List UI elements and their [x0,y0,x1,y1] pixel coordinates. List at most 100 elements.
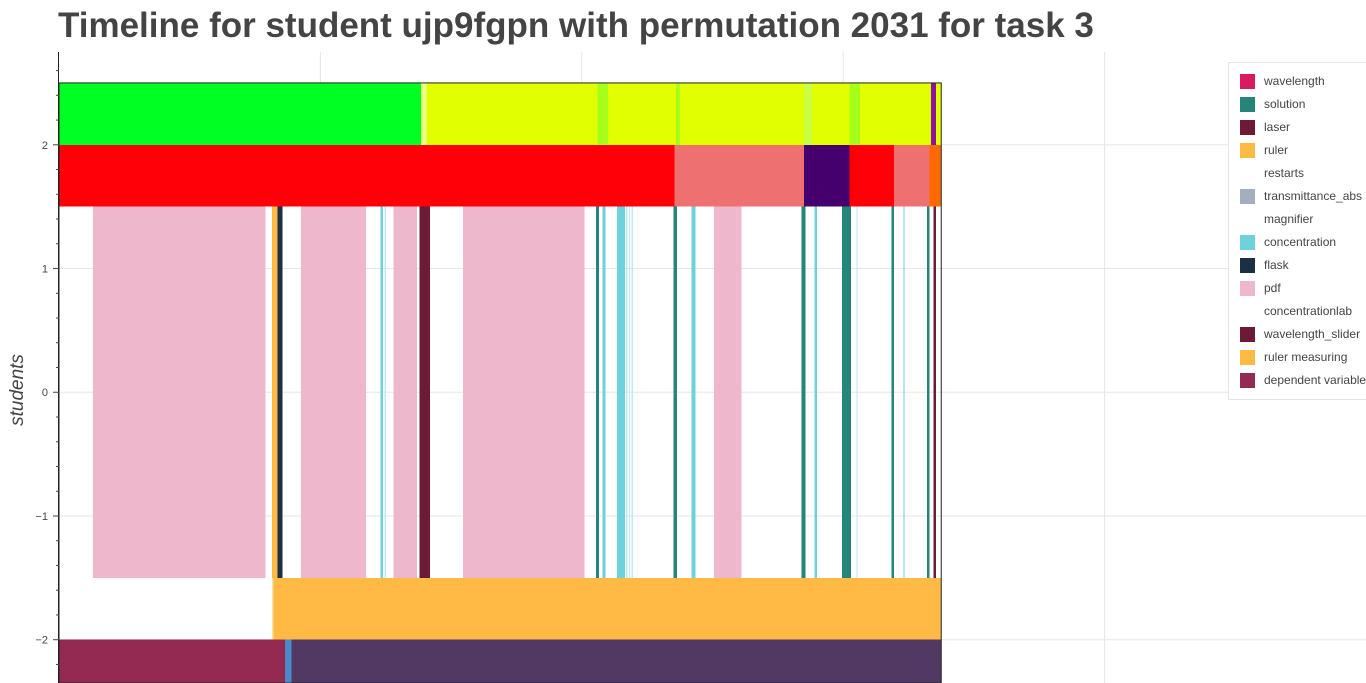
timeline-segment [607,82,676,145]
timeline-segment [903,206,905,578]
timeline-segment [617,206,625,578]
legend-label: concentrationlab [1264,304,1353,318]
legend-item[interactable]: concentrationlab [1240,303,1352,319]
timeline-segment [841,206,852,578]
timeline-segment [713,206,742,578]
legend-label: flask [1264,258,1289,272]
legend-label: wavelength_slider [1264,327,1361,341]
timeline-segment [894,144,930,207]
legend-swatch [1240,188,1255,204]
legend-label: ruler [1264,143,1289,157]
timeline-segment [891,206,895,578]
timeline-segment [929,144,942,207]
timeline-segment [602,206,606,578]
timeline-segment [421,82,423,145]
legend-swatch [1240,326,1255,342]
timeline-segment [801,206,806,578]
timeline-segment [675,82,680,145]
timeline-segment [679,82,804,145]
timeline-segment [849,82,861,145]
legend-label: pdf [1264,281,1281,295]
timeline-segment [930,82,936,145]
y-tick-label: 1 [42,264,48,276]
timeline-segment [856,206,858,578]
legend-item[interactable]: concentration [1240,234,1336,250]
legend-swatch [1240,349,1255,365]
legend-swatch [1240,212,1255,227]
timeline-segment [803,82,812,145]
legend-swatch [1240,96,1255,112]
timeline-segment [291,639,942,683]
legend-item[interactable]: flask [1240,257,1289,273]
timeline-segment [272,577,274,640]
legend-swatch [1240,304,1255,319]
timeline-segment [691,206,696,578]
timeline-segment [426,82,598,145]
legend-item[interactable]: ruler measuring [1240,349,1347,365]
timeline-segment [673,206,678,578]
timeline-segment [59,144,675,207]
legend-label: transmittance_abs [1264,189,1363,203]
timeline-segment [59,639,286,683]
legend-item[interactable]: transmittance_abs [1240,188,1362,204]
y-tick-label: 0 [42,387,48,399]
legend-item[interactable]: wavelength [1240,73,1325,89]
y-tick-label: −1 [35,511,48,523]
timeline-segment [803,144,850,207]
legend-item[interactable]: laser [1240,119,1290,135]
timeline-segment [631,206,633,578]
timeline-segment [300,206,367,578]
legend-item[interactable]: pdf [1240,280,1281,296]
legend-label: laser [1264,120,1291,134]
legend-label: solution [1264,97,1306,111]
timeline-segment [277,206,283,578]
timeline-segment [628,206,631,578]
timeline-row-ruler-state [272,577,942,640]
legend-swatch [1240,372,1255,388]
legend: wavelength solution laser ruler restarts tran… [1228,62,1366,400]
legend-label: ruler measuring [1264,350,1348,364]
legend-item[interactable]: wavelength_slider [1240,326,1360,342]
legend-item[interactable]: restarts [1240,165,1304,181]
timeline-segment [92,206,266,578]
timeline-segment [935,82,942,145]
legend-label: dependent variable [1264,373,1366,387]
timeline-row-top-state [59,82,942,145]
timeline-bars [58,82,942,683]
timeline-row-dependent-variable [59,639,942,683]
timeline-segment [596,206,599,578]
y-tick-label: 2 [42,140,48,152]
timeline-segment [59,82,422,145]
timeline-segment [674,144,804,207]
y-axis-label: students [7,354,28,426]
legend-swatch [1240,234,1255,250]
timeline-segment [384,206,386,578]
legend-swatch [1240,166,1255,181]
legend-swatch [1240,257,1255,273]
legend-label: restarts [1264,166,1305,180]
timeline-segment [860,82,931,145]
timeline-segment [597,82,608,145]
legend-label: concentration [1264,235,1337,249]
timeline-segment [849,144,895,207]
timeline-segment [380,206,384,578]
legend-swatch [1240,73,1255,89]
chart-title: Timeline for student ujp9fgpn with permu… [58,6,1094,45]
timeline-segment [462,206,585,578]
legend-item[interactable]: solution [1240,96,1305,112]
y-tick-label: −2 [35,635,48,647]
legend-item[interactable]: ruler [1240,142,1288,158]
timeline-segment [814,206,818,578]
timeline-segment [626,206,628,578]
legend-swatch [1240,119,1255,135]
legend-item[interactable]: dependent variable [1240,372,1366,388]
timeline-row-actions [92,206,936,578]
timeline-segment [273,577,942,640]
timeline-segment [419,206,431,578]
timeline-segment [422,82,427,145]
legend-item[interactable]: magnifier [1240,211,1313,227]
timeline-segment [285,639,292,683]
y-axis: 2 1 0 −1 −2 [35,52,59,683]
timeline-segment [933,206,936,578]
timeline-segment [811,82,850,145]
